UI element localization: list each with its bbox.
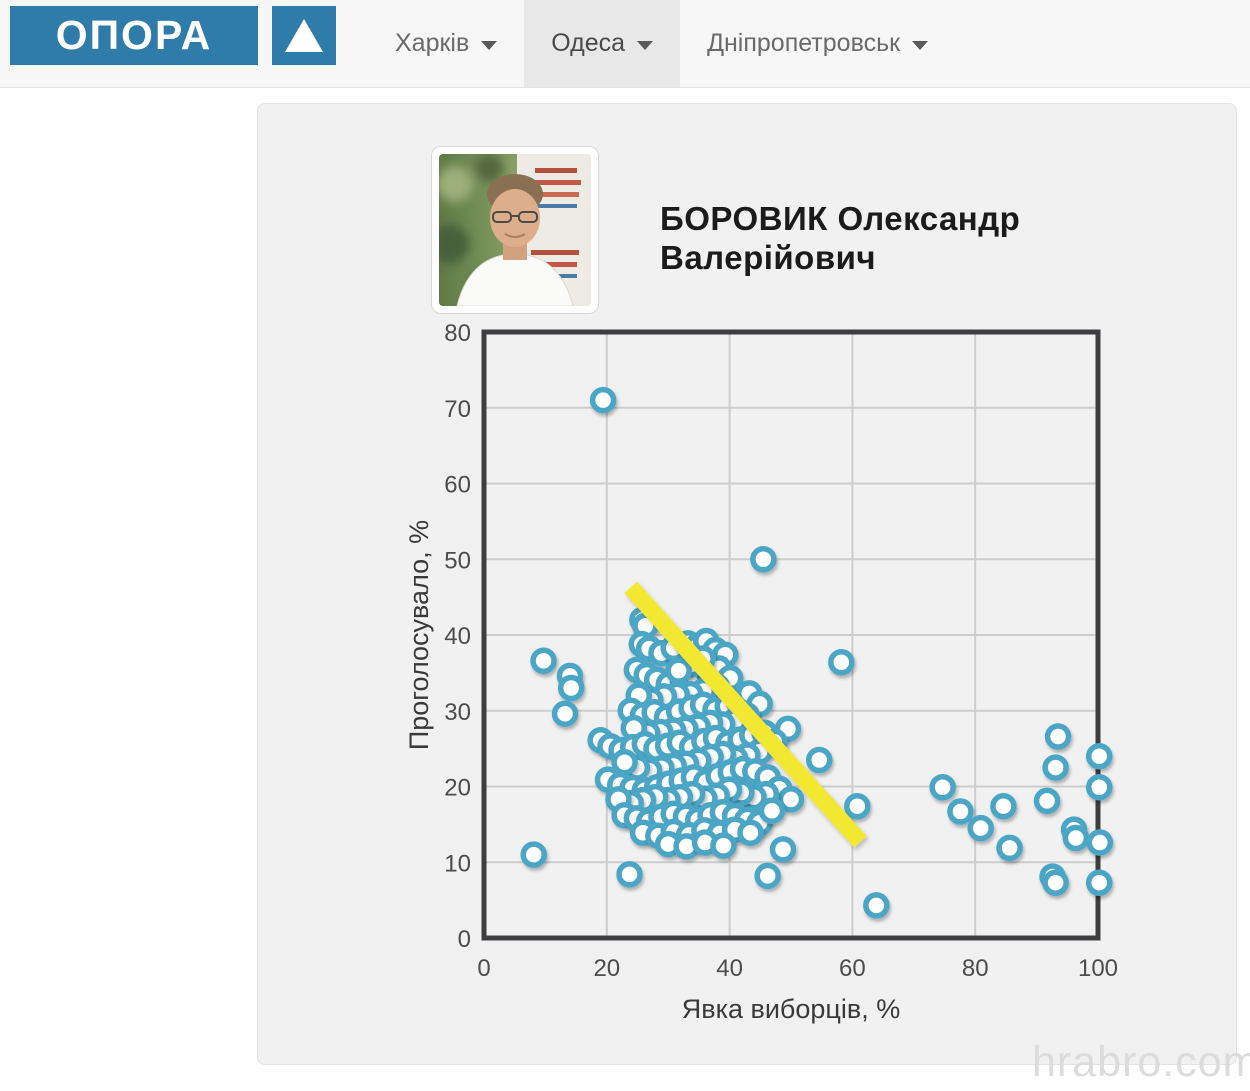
- data-point: [1085, 869, 1113, 896]
- data-point: [1044, 723, 1072, 750]
- data-point: [758, 797, 786, 824]
- candidate-name: БОРОВИК Олександр Валерійович: [660, 200, 1020, 278]
- x-tick-label: 60: [839, 955, 866, 982]
- y-tick-label: 80: [444, 321, 471, 347]
- scatter-chart: 0 20 40 60 80 100 0 10 20 30 40 50 60 70 80 Явка виборц…: [401, 320, 1141, 1033]
- data-point: [863, 892, 890, 919]
- candidate-photo-frame: [431, 146, 599, 314]
- nav-label-kharkiv: Харків: [395, 29, 470, 57]
- logo-text: ОПОРА: [10, 6, 258, 65]
- y-tick-label: 20: [444, 775, 471, 802]
- x-tick-label: 0: [477, 955, 490, 982]
- x-tick-label: 40: [716, 955, 743, 982]
- data-point: [557, 674, 585, 702]
- chevron-down-icon: [637, 41, 654, 50]
- data-point: [1062, 824, 1090, 852]
- data-point: [929, 774, 956, 801]
- y-tick-label: 0: [458, 926, 471, 953]
- trend-line: [624, 581, 867, 848]
- data-point: [530, 647, 557, 675]
- y-tick-label: 60: [444, 472, 471, 499]
- data-point: [750, 546, 777, 573]
- y-tick-label: 10: [444, 850, 471, 877]
- portrait-person: [456, 174, 574, 306]
- glasses-icon: [492, 211, 538, 223]
- data-point: [1042, 754, 1069, 781]
- candidate-name-line1: БОРОВИК Олександр: [660, 200, 1021, 237]
- logo[interactable]: ОПОРА: [10, 6, 336, 65]
- data-point: [616, 861, 643, 888]
- data-point: [1042, 869, 1069, 896]
- data-point: [1085, 774, 1113, 801]
- data-point: [1033, 787, 1061, 815]
- data-point: [754, 862, 781, 890]
- data-point: [551, 700, 579, 728]
- candidate-photo: [439, 154, 591, 306]
- y-tick-label: 30: [444, 699, 471, 726]
- y-tick-label: 70: [444, 396, 471, 423]
- data-point: [611, 749, 638, 776]
- x-tick-label: 100: [1078, 955, 1118, 982]
- x-axis-title: Явка виборців, %: [682, 994, 901, 1024]
- data-point: [967, 814, 994, 842]
- candidate-name-line2: Валерійович: [660, 238, 877, 276]
- x-tick-label: 20: [593, 955, 620, 982]
- nav-label-odesa: Одеса: [551, 29, 626, 57]
- data-point: [996, 834, 1023, 862]
- data-point: [947, 798, 974, 825]
- data-point: [520, 841, 547, 868]
- data-point: [769, 836, 797, 863]
- data-point: [1086, 829, 1114, 856]
- city-nav: Харків Одеса Дніпропетровськ: [368, 0, 955, 87]
- triangle-icon: [285, 19, 323, 52]
- nav-item-odesa[interactable]: Одеса: [524, 0, 681, 87]
- y-tick-label: 40: [444, 623, 471, 650]
- logo-triangle-icon: [272, 6, 336, 65]
- nav-item-kharkiv[interactable]: Харків: [368, 0, 524, 87]
- data-point: [589, 386, 617, 414]
- nav-item-dnipropetrovsk[interactable]: Дніпропетровськ: [680, 0, 955, 87]
- data-point: [1085, 742, 1113, 770]
- data-point: [665, 657, 692, 684]
- data-point: [777, 786, 805, 813]
- candidate-card: БОРОВИК Олександр Валерійович 0 20 40 60 80 1…: [257, 103, 1237, 1065]
- y-axis-title: Проголосувало, %: [404, 520, 434, 750]
- watermark: hrabro.com: [1032, 1038, 1250, 1086]
- data-point: [828, 649, 855, 676]
- data-point: [990, 792, 1017, 820]
- header: ОПОРА Харків Одеса Дніпропетровськ: [0, 0, 1250, 88]
- data-point: [805, 746, 833, 774]
- data-point: [844, 792, 871, 820]
- nav-label-dnipropetrovsk: Дніпропетровськ: [707, 29, 901, 57]
- chevron-down-icon: [912, 41, 929, 50]
- data-point: [710, 832, 737, 859]
- data-point: [737, 819, 764, 846]
- plot-border: [481, 329, 1101, 941]
- chevron-down-icon: [481, 41, 498, 50]
- y-tick-label: 50: [444, 547, 471, 574]
- x-tick-label: 80: [962, 955, 989, 982]
- scatter-plot-svg: 0 20 40 60 80 100 0 10 20 30 40 50 60 70 80 Явка виборц…: [404, 320, 1118, 1024]
